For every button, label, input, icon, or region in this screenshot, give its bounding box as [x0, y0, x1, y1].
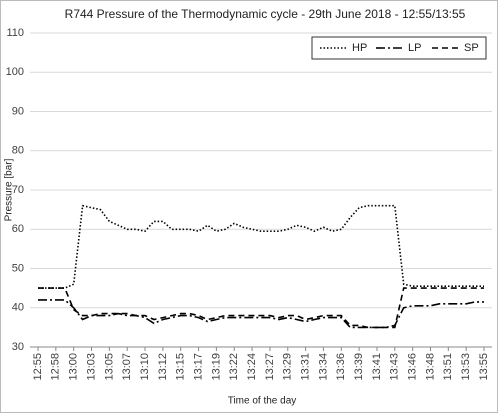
- x-tick-label: 13:22: [228, 353, 240, 381]
- y-tick-label: 40: [12, 302, 24, 314]
- x-tick-label: 12:55: [32, 353, 44, 381]
- x-tick-label: 13:48: [424, 353, 436, 381]
- x-tick-label: 13:17: [192, 353, 204, 381]
- x-tick-label: 13:00: [68, 353, 80, 381]
- y-tick-label: 90: [12, 105, 24, 117]
- y-tick-label: 60: [12, 223, 24, 235]
- x-tick-label: 12:58: [50, 353, 62, 381]
- x-tick-label: 13:39: [353, 353, 365, 381]
- x-tick-label: 13:07: [121, 353, 133, 381]
- legend-label: HP: [352, 42, 367, 54]
- x-tick-label: 13:31: [300, 353, 312, 381]
- legend-label: SP: [464, 42, 479, 54]
- y-tick-label: 70: [12, 184, 24, 196]
- x-tick-label: 13:34: [317, 353, 329, 381]
- y-tick-label: 50: [12, 262, 24, 274]
- x-tick-label: 13:03: [85, 353, 97, 381]
- series-line: [38, 287, 484, 329]
- x-tick-label: 13:29: [282, 353, 294, 381]
- x-tick-label: 13:51: [442, 353, 454, 381]
- y-axis-title: Pressure [bar]: [4, 158, 15, 221]
- x-tick-label: 13:36: [335, 353, 347, 381]
- x-tick-label: 13:10: [139, 353, 151, 381]
- x-axis-title: Time of the day: [228, 396, 297, 407]
- y-tick-label: 110: [6, 27, 24, 39]
- y-tick-label: 80: [12, 145, 24, 157]
- y-tick-label: 30: [12, 341, 24, 353]
- x-tick-label: 13:53: [460, 353, 472, 381]
- x-tick-label: 13:41: [371, 353, 383, 381]
- y-tick-label: 100: [6, 66, 24, 78]
- x-tick-label: 13:46: [407, 353, 419, 381]
- x-tick-label: 13:19: [210, 353, 222, 381]
- x-tick-label: 13:24: [246, 353, 258, 381]
- x-tick-label: 13:27: [264, 353, 276, 381]
- legend-label: LP: [408, 42, 421, 54]
- x-tick-label: 13:15: [175, 353, 187, 381]
- x-tick-label: 13:43: [389, 353, 401, 381]
- x-tick-label: 13:55: [478, 353, 490, 381]
- series-line: [38, 204, 484, 289]
- chart-title: R744 Pressure of the Thermodynamic cycle…: [65, 7, 466, 21]
- series-line: [38, 299, 484, 329]
- x-tick-label: 13:12: [157, 353, 169, 381]
- x-tick-label: 13:05: [103, 353, 115, 381]
